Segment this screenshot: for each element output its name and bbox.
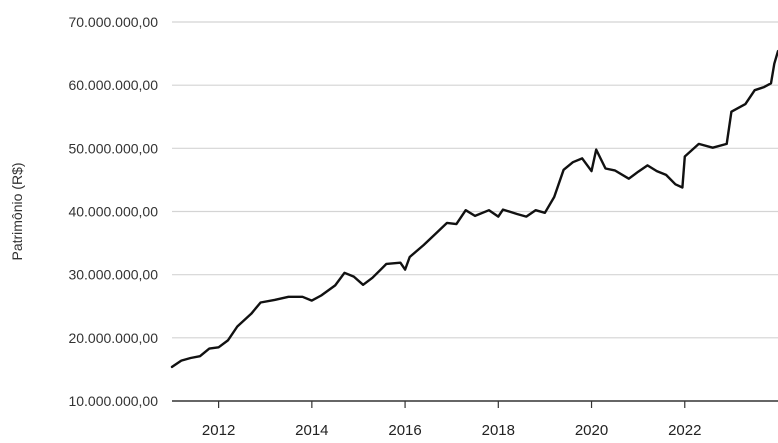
x-tick-label: 2014 — [295, 422, 328, 439]
x-axis-ticks: 2012 2014 2016 2018 2020 2022 — [202, 401, 701, 439]
grid-lines — [172, 21, 778, 339]
x-tick-label: 2022 — [668, 422, 701, 439]
y-axis-label: Patrimônio (R$) — [9, 162, 25, 260]
y-tick-label: 10.000.000,00 — [68, 393, 158, 409]
y-tick-label: 60.000.000,00 — [68, 77, 158, 93]
y-tick-label: 40.000.000,00 — [68, 204, 158, 220]
y-axis-ticks: 10.000.000,00 20.000.000,00 30.000.000,00 4… — [68, 14, 158, 409]
x-tick-label: 2018 — [482, 422, 515, 439]
y-tick-label: 20.000.000,00 — [68, 330, 158, 346]
y-tick-label: 50.000.000,00 — [68, 140, 158, 156]
y-tick-label: 30.000.000,00 — [68, 267, 158, 283]
x-tick-label: 2020 — [575, 422, 608, 439]
x-tick-label: 2016 — [388, 422, 421, 439]
patrimonio-series-line — [170, 49, 778, 369]
x-tick-label: 2012 — [202, 422, 235, 439]
y-tick-label: 70.000.000,00 — [68, 14, 158, 30]
